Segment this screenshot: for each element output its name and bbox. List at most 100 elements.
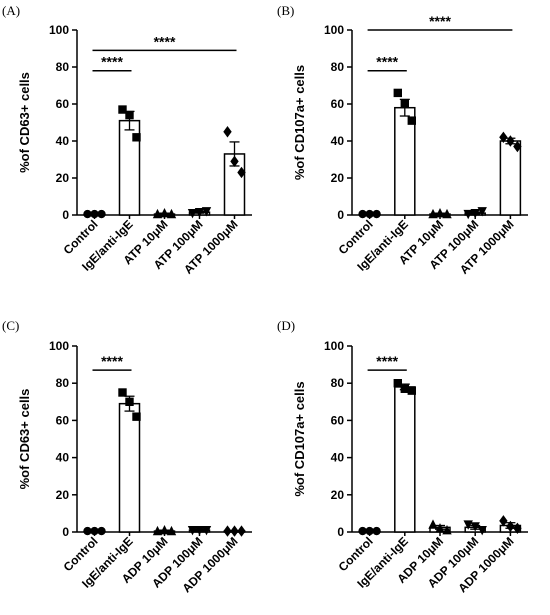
data-point [407, 116, 416, 125]
y-tick-label: 40 [331, 134, 345, 148]
data-point [230, 525, 239, 537]
data-point [159, 207, 170, 218]
bar [118, 402, 141, 533]
data-point [372, 209, 381, 219]
data-point [358, 526, 367, 536]
y-tick-label: 80 [331, 60, 345, 74]
data-point [83, 526, 92, 536]
data-point [463, 209, 473, 220]
panel-label: (D) [277, 318, 295, 333]
data-point [223, 525, 232, 537]
data-point [230, 155, 239, 168]
significance-label: **** [154, 33, 176, 49]
y-tick-label: 100 [49, 339, 69, 353]
data-point [358, 209, 367, 219]
data-point [470, 522, 480, 532]
data-point [513, 522, 522, 534]
data-point [152, 525, 163, 536]
y-tick-label: 40 [56, 134, 70, 148]
y-tick-label: 0 [62, 208, 69, 222]
data-point [470, 208, 480, 219]
data-point [365, 526, 374, 536]
y-axis-title: %of CD107a+ cells [292, 65, 307, 180]
data-point [237, 525, 246, 537]
data-point [499, 515, 508, 527]
data-point [125, 397, 134, 406]
data-point [187, 525, 198, 536]
data-point [428, 519, 438, 529]
y-tick-label: 0 [337, 525, 344, 539]
panel-label: (C) [2, 318, 19, 333]
data-point [477, 525, 487, 536]
y-tick-label: 0 [62, 525, 69, 539]
data-point [372, 526, 381, 536]
data-point [194, 208, 205, 218]
y-tick-label: 100 [324, 339, 344, 353]
data-point [393, 379, 402, 388]
y-tick-label: 40 [331, 451, 345, 465]
data-point [166, 525, 177, 536]
data-point [513, 140, 522, 153]
data-point [166, 208, 177, 219]
y-tick-label: 100 [324, 23, 344, 37]
data-point [97, 209, 106, 219]
data-point [365, 209, 374, 219]
data-point [407, 386, 416, 395]
significance-label: **** [101, 353, 123, 369]
data-point [90, 209, 99, 219]
y-axis-title: %of CD107a+ cells [292, 381, 307, 496]
data-point [400, 99, 409, 109]
data-point [463, 520, 473, 530]
y-tick-label: 20 [56, 171, 70, 185]
significance-label: **** [376, 54, 398, 70]
significance-label: **** [429, 13, 451, 29]
y-tick-label: 100 [49, 23, 69, 37]
data-point [400, 384, 409, 393]
y-tick-label: 60 [331, 97, 345, 111]
data-point [499, 131, 508, 143]
data-point [201, 525, 212, 536]
y-tick-label: 60 [331, 413, 345, 427]
data-point [132, 412, 141, 421]
y-tick-label: 80 [56, 376, 70, 390]
y-tick-label: 60 [56, 413, 70, 427]
y-tick-label: 80 [56, 60, 70, 74]
y-tick-label: 60 [56, 97, 70, 111]
panel-label: (B) [277, 3, 294, 18]
data-point [97, 526, 106, 536]
data-point [435, 207, 445, 218]
significance-label: **** [376, 353, 398, 369]
y-tick-label: 20 [56, 488, 70, 502]
data-point [223, 126, 232, 138]
data-point [187, 208, 198, 219]
data-point [118, 388, 127, 397]
data-point [428, 208, 438, 219]
data-point [477, 207, 487, 217]
significance-label: **** [101, 54, 123, 70]
data-point [506, 135, 515, 147]
y-tick-label: 0 [337, 208, 344, 222]
y-axis-title: %of CD63+ cells [17, 389, 32, 490]
data-point [201, 207, 212, 217]
data-point [132, 133, 141, 142]
data-point [194, 525, 205, 536]
data-point [237, 166, 246, 179]
data-point [83, 209, 92, 219]
y-tick-label: 20 [331, 171, 345, 185]
y-tick-label: 20 [331, 488, 345, 502]
y-axis-title: %of CD63+ cells [17, 72, 32, 173]
data-point [125, 110, 134, 120]
data-point [159, 524, 170, 535]
y-tick-label: 40 [56, 451, 70, 465]
y-tick-label: 80 [331, 376, 345, 390]
bar [394, 386, 416, 533]
data-point [393, 88, 402, 98]
data-point [90, 526, 99, 536]
data-point [435, 523, 445, 533]
panel-label: (A) [2, 3, 20, 18]
